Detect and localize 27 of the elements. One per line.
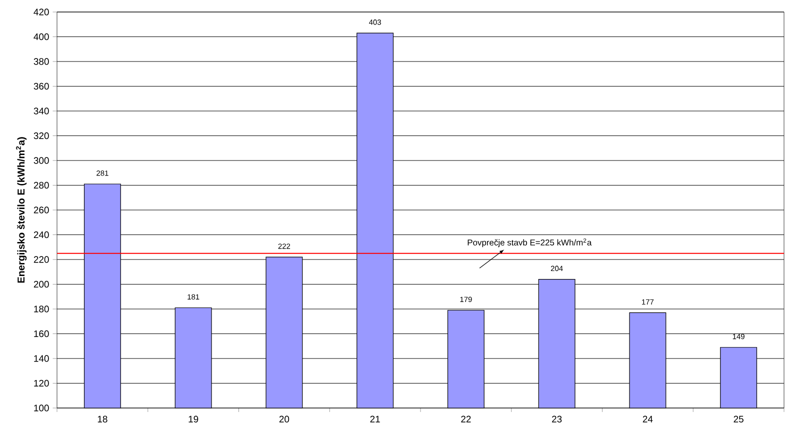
- y-tick-label: 120: [34, 380, 49, 387]
- x-tick-label: 24: [642, 416, 653, 422]
- x-tick-label: 18: [98, 416, 108, 422]
- y-axis-title: Energijsko število E (kWh/m$^{2}$a): [16, 137, 27, 283]
- y-tick-label: 420: [34, 8, 49, 16]
- y-tick-label: 200: [34, 280, 49, 288]
- y-tick-label: 300: [34, 157, 49, 164]
- y-tick-label: 320: [34, 132, 49, 140]
- x-tick-label: 19: [188, 416, 198, 422]
- y-tick-label: 140: [34, 355, 49, 362]
- y-tick-label: 260: [34, 206, 49, 214]
- x-tick-label: 21: [370, 416, 380, 422]
- y-tick-label: 160: [34, 330, 49, 338]
- y-tick-label: 220: [34, 256, 49, 263]
- x-tick-label: 25: [734, 416, 744, 422]
- y-tick-label: 340: [34, 108, 49, 114]
- x-tick-label: 22: [461, 416, 471, 422]
- y-tick-label: 240: [34, 231, 49, 238]
- y-tick-label: 100: [34, 404, 49, 412]
- y-tick-label: 280: [34, 182, 49, 189]
- y-tick-label: 380: [34, 58, 49, 65]
- y-tick-label: 180: [34, 306, 49, 312]
- ref-line-label: Povprečje stavb E=225 kWh/m$^{2}$a: [468, 238, 592, 248]
- y-tick-label: 400: [34, 33, 49, 40]
- x-tick-label: 20: [279, 416, 290, 422]
- y-tick-label: 360: [34, 82, 49, 90]
- x-tick-label: 23: [552, 416, 562, 422]
